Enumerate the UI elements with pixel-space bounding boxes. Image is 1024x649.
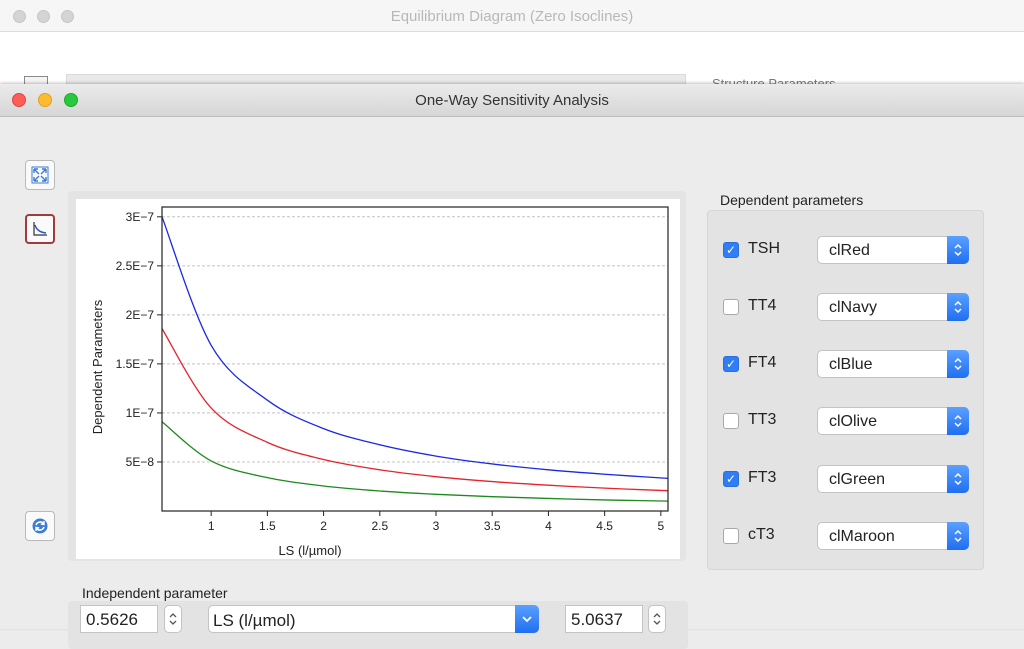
independent-parameter-title: Independent parameter xyxy=(82,585,228,601)
dependent-row-ct3: cT3 clMaroon xyxy=(708,521,983,551)
ft4-checkbox[interactable]: ✓ xyxy=(723,356,739,372)
bg-zoom-button[interactable] xyxy=(61,10,74,23)
tt4-label: TT4 xyxy=(748,297,777,314)
minimize-button[interactable] xyxy=(38,93,52,107)
select-arrows-icon xyxy=(947,465,969,493)
plot-frame xyxy=(161,206,669,512)
background-titlebar: Equilibrium Diagram (Zero Isoclines) xyxy=(0,0,1024,32)
x-tick-label: 4 xyxy=(545,519,552,533)
dependent-row-tt4: TT4 clNavy xyxy=(708,292,983,322)
dependent-parameters-group: ✓ TSH clRed TT4 clNavy ✓ FT4 clBlu xyxy=(707,210,984,570)
ct3-checkbox[interactable] xyxy=(723,528,739,544)
stepper-icon xyxy=(169,613,177,625)
select-arrows-icon xyxy=(947,522,969,550)
tt4-checkbox[interactable] xyxy=(723,299,739,315)
background-window-title: Equilibrium Diagram (Zero Isoclines) xyxy=(390,8,634,25)
series-line-2 xyxy=(161,421,669,502)
y-tick-label: 2.5E−7 xyxy=(116,259,155,273)
x-tick-label: 1 xyxy=(208,519,215,533)
tt3-color-select[interactable]: clOlive xyxy=(817,407,969,435)
ft3-color-value: clGreen xyxy=(829,471,886,488)
series-line-0 xyxy=(161,216,669,479)
fullscreen-button[interactable] xyxy=(25,160,55,190)
independent-parameter-group: 0.5626 LS (l/µmol) 5.0637 xyxy=(68,601,688,649)
zoom-button[interactable] xyxy=(64,93,78,107)
tsh-label: TSH xyxy=(748,240,780,257)
fullscreen-icon xyxy=(31,166,49,184)
chart-button[interactable] xyxy=(25,214,55,244)
series-line-1 xyxy=(161,328,669,492)
dependent-row-tsh: ✓ TSH clRed xyxy=(708,235,983,265)
ft3-color-select[interactable]: clGreen xyxy=(817,465,969,493)
y-tick-label: 3E−7 xyxy=(126,210,155,224)
ct3-color-select[interactable]: clMaroon xyxy=(817,522,969,550)
x-tick-label: 1.5 xyxy=(259,519,276,533)
y-tick-label: 1.5E−7 xyxy=(116,357,155,371)
chevron-down-icon xyxy=(515,605,539,633)
sensitivity-chart: 5E−8 1E−7 1.5E−7 2E−7 2.5E−7 3E−7 1 1.5 2 2.5 3 3.5… xyxy=(76,199,680,559)
x-tick-label: 4.5 xyxy=(596,519,613,533)
ft4-color-select[interactable]: clBlue xyxy=(817,350,969,378)
x-tick-label: 3 xyxy=(433,519,440,533)
stepper-icon xyxy=(653,613,661,625)
bg-panel xyxy=(66,74,686,87)
tt3-checkbox[interactable] xyxy=(723,413,739,429)
bg-minimize-button[interactable] xyxy=(37,10,50,23)
bg-close-button[interactable] xyxy=(13,10,26,23)
select-arrows-icon xyxy=(947,293,969,321)
ft3-label: FT3 xyxy=(748,469,777,486)
ct3-label: cT3 xyxy=(748,526,775,543)
window-titlebar: One-Way Sensitivity Analysis xyxy=(0,84,1024,117)
max-value-field[interactable]: 5.0637 xyxy=(565,605,643,633)
tsh-color-value: clRed xyxy=(829,242,870,259)
x-axis-label: LS (l/µmol) xyxy=(278,543,341,558)
y-tick-label: 2E−7 xyxy=(126,308,155,322)
tt3-label: TT3 xyxy=(748,411,777,428)
dependent-parameters-title: Dependent parameters xyxy=(720,192,864,208)
dependent-row-ft4: ✓ FT4 clBlue xyxy=(708,349,983,379)
select-arrows-icon xyxy=(947,407,969,435)
dependent-row-tt3: TT3 clOlive xyxy=(708,406,983,436)
tt4-color-select[interactable]: clNavy xyxy=(817,293,969,321)
refresh-button[interactable] xyxy=(25,511,55,541)
chart-icon xyxy=(33,222,47,236)
y-tick-label: 1E−7 xyxy=(126,406,155,420)
select-arrows-icon xyxy=(947,236,969,264)
window-content: 5E−8 1E−7 1.5E−7 2E−7 2.5E−7 3E−7 1 1.5 2 2.5 3 3.5… xyxy=(0,117,1024,649)
ft3-checkbox[interactable]: ✓ xyxy=(723,471,739,487)
y-axis-label: Dependent Parameters xyxy=(90,299,105,434)
x-tick-label: 5 xyxy=(657,519,664,533)
refresh-icon xyxy=(32,518,48,534)
structure-parameters-label: Structure Parameters xyxy=(712,76,836,86)
plot-panel: 5E−8 1E−7 1.5E−7 2E−7 2.5E−7 3E−7 1 1.5 2 2.5 3 3.5… xyxy=(68,191,686,561)
select-arrows-icon xyxy=(947,350,969,378)
ft4-color-value: clBlue xyxy=(829,356,873,373)
x-tick-label: 2.5 xyxy=(371,519,388,533)
ct3-color-value: clMaroon xyxy=(829,528,895,545)
sensitivity-window: One-Way Sensitivity Analysis xyxy=(0,84,1024,649)
chart-background xyxy=(76,199,680,559)
window-title: One-Way Sensitivity Analysis xyxy=(415,92,609,109)
dependent-row-ft3: ✓ FT3 clGreen xyxy=(708,464,983,494)
y-tick-label: 5E−8 xyxy=(126,455,155,469)
tt4-color-value: clNavy xyxy=(829,299,878,316)
tsh-checkbox[interactable]: ✓ xyxy=(723,242,739,258)
tt3-color-value: clOlive xyxy=(829,413,878,430)
x-tick-label: 3.5 xyxy=(484,519,501,533)
close-button[interactable] xyxy=(12,93,26,107)
tsh-color-select[interactable]: clRed xyxy=(817,236,969,264)
x-tick-label: 2 xyxy=(320,519,327,533)
independent-parameter-value: LS (l/µmol) xyxy=(213,611,296,630)
ft4-label: FT4 xyxy=(748,354,777,371)
